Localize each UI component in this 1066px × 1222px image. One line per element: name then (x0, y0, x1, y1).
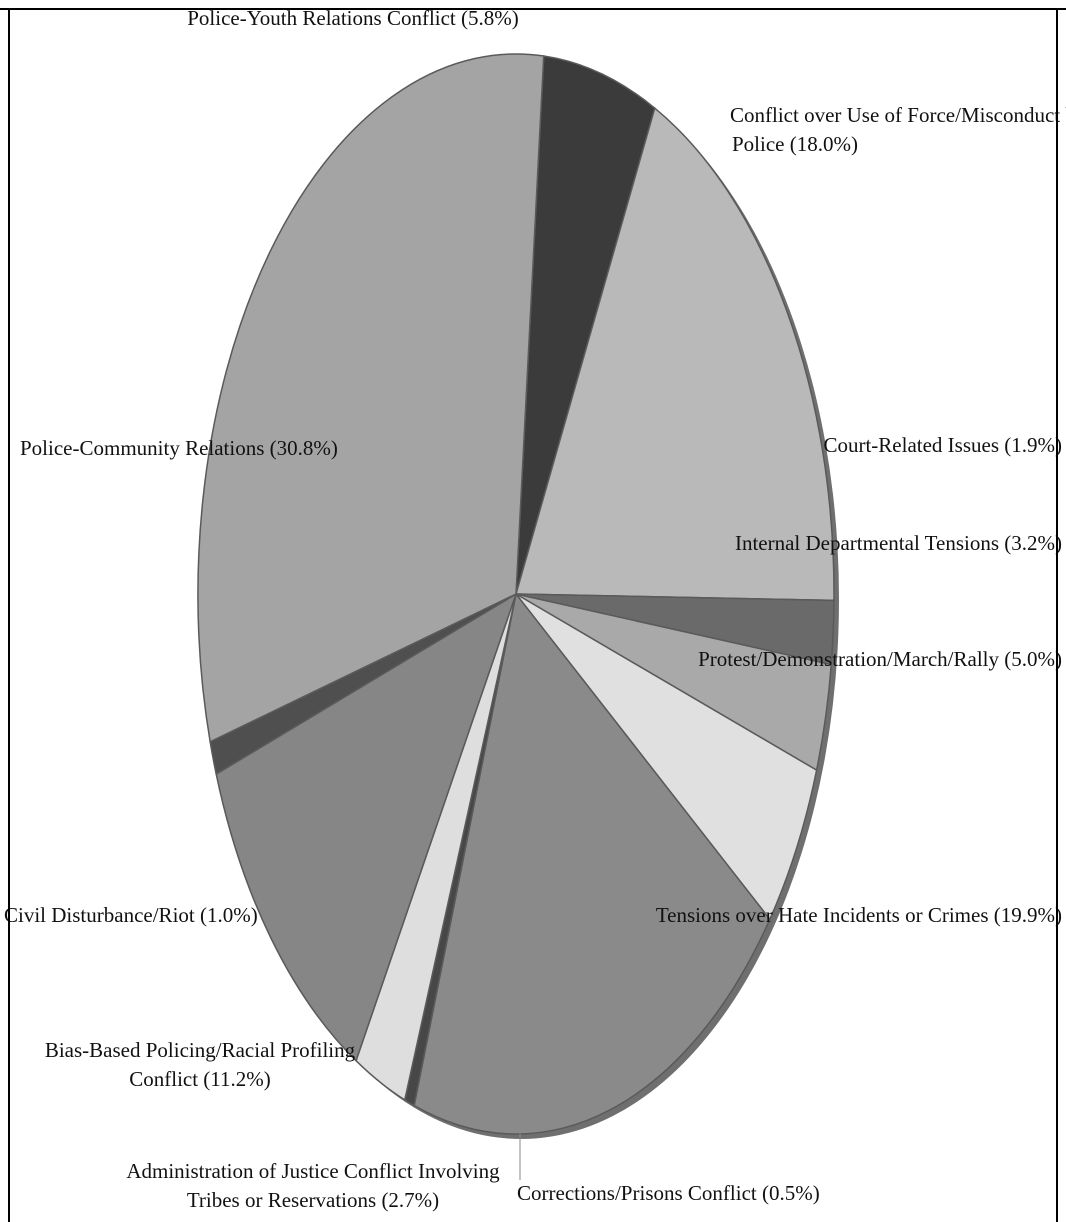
slice-label-tensions-over-hate-incidents-or-crimes: Tensions over Hate Incidents or Crimes (… (656, 903, 1062, 927)
slice-label-civil-disturbance-riot: Civil Disturbance/Riot (1.0%) (4, 903, 258, 927)
slice-label-corrections-prisons-conflict: Corrections/Prisons Conflict (0.5%) (517, 1181, 820, 1205)
slice-label-administration-of-justice-conflict-involving-tribes-or-reservations: Administration of Justice Conflict Invol… (126, 1159, 500, 1212)
pie-slice-police-youth-relations-conflict (515, 55, 656, 595)
slice-label-bias-based-policing-racial-profiling-conflict: Bias-Based Policing/Racial Profiling Conf… (45, 1038, 356, 1091)
pie-slice-tensions-over-hate-incidents-or-crimes (413, 592, 771, 1135)
pie-slice-protest-demonstration-march-rally (515, 593, 818, 921)
pie-slice-bias-based-policing-racial-profiling-conflict (215, 592, 518, 1063)
slice-label-conflict-over-use-of-force-misconduct-by-police: Conflict over Use of Force/Misconduct by… (730, 103, 1066, 156)
pie-slice-police-community-relations (197, 53, 545, 743)
slice-label-protest-demonstration-march-rally: Protest/Demonstration/March/Rally (5.0%) (698, 647, 1062, 671)
pie-slice-conflict-over-use-of-force-misconduct-by-police (515, 106, 835, 602)
slice-label-court-related-issues: Court-Related Issues (1.9%) (823, 433, 1062, 457)
slice-label-internal-departmental-tensions: Internal Departmental Tensions (3.2%) (735, 531, 1062, 555)
pie-slices (197, 53, 835, 1135)
pie-labels: Police-Youth Relations Conflict (5.8%)Co… (4, 6, 1066, 1212)
slice-label-police-community-relations: Police-Community Relations (30.8%) (20, 436, 338, 460)
